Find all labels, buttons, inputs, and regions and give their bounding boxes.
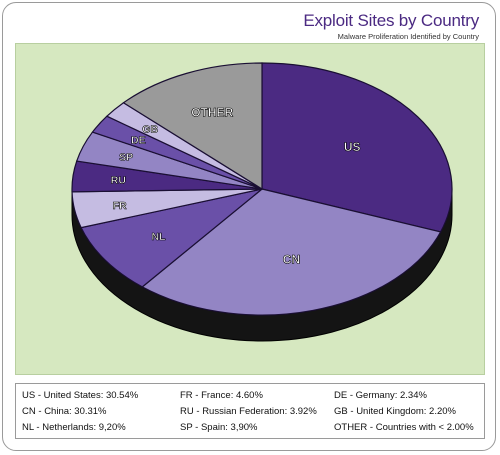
- legend-item-ru: RU - Russian Federation: 3.92%: [180, 406, 317, 417]
- pie-label-other: OTHER: [191, 106, 233, 120]
- pie-label-fr: FR: [113, 200, 127, 212]
- plot-area: US CN NL FR RU SP DE GB OTHER: [15, 43, 485, 375]
- chart-title: Exploit Sites by Country: [303, 11, 479, 30]
- pie-label-ru: RU: [111, 174, 126, 186]
- pie-slice-us: [261, 62, 453, 233]
- legend: US - United States: 30.54% CN - China: 3…: [15, 383, 485, 439]
- legend-item-gb: GB - United Kingdom: 2.20%: [334, 406, 456, 417]
- pie-slice-cn: [141, 188, 442, 316]
- pie-label-sp: SP: [119, 151, 133, 163]
- legend-item-cn: CN - China: 30.31%: [22, 406, 107, 417]
- pie-label-cn: CN: [283, 252, 300, 266]
- pie-slice-other: [122, 62, 263, 191]
- pie-label-nl: NL: [152, 231, 167, 243]
- pie-slice-nl: [80, 188, 263, 288]
- pie-label-de: DE: [131, 135, 146, 147]
- chart-panel: Exploit Sites by Country Malware Prolife…: [2, 2, 496, 451]
- pie-label-us: US: [344, 140, 361, 154]
- legend-item-fr: FR - France: 4.60%: [180, 390, 263, 401]
- legend-item-other: OTHER - Countries with < 2.00%: [334, 422, 474, 433]
- chart-subtitle: Malware Proliferation Identified by Coun…: [337, 32, 479, 41]
- pie-label-gb: GB: [142, 123, 158, 135]
- legend-item-nl: NL - Netherlands: 9,20%: [22, 422, 126, 433]
- legend-item-de: DE - Germany: 2.34%: [334, 390, 427, 401]
- legend-item-us: US - United States: 30.54%: [22, 390, 139, 401]
- legend-item-sp: SP - Spain: 3,90%: [180, 422, 258, 433]
